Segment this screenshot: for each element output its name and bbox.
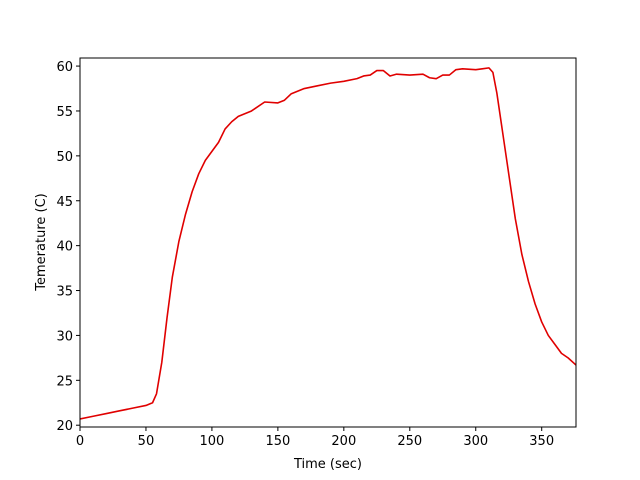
x-axis-label: Time (sec) (293, 457, 362, 472)
x-tick-label: 50 (138, 434, 155, 449)
y-axis-label: Temerature (C) (34, 193, 49, 291)
y-tick-label: 35 (56, 285, 73, 300)
y-tick-label: 20 (56, 419, 73, 434)
x-tick-label: 100 (200, 434, 225, 449)
x-tick-label: 350 (529, 434, 554, 449)
x-tick-label: 250 (397, 434, 422, 449)
x-tick-label: 150 (265, 434, 290, 449)
x-tick-label: 300 (463, 434, 488, 449)
line (80, 67, 576, 420)
plot-frame (79, 57, 577, 428)
y-tick-label: 40 (56, 240, 73, 255)
y-tick-label: 55 (56, 105, 73, 120)
y-tick-label: 60 (56, 60, 73, 75)
x-tick-label: 200 (331, 434, 356, 449)
y-tick-label: 30 (56, 329, 73, 344)
y-tick-label: 50 (56, 150, 73, 165)
y-tick-label: 25 (56, 374, 73, 389)
x-tick-label: 0 (76, 434, 84, 449)
y-tick-label: 45 (56, 195, 73, 210)
